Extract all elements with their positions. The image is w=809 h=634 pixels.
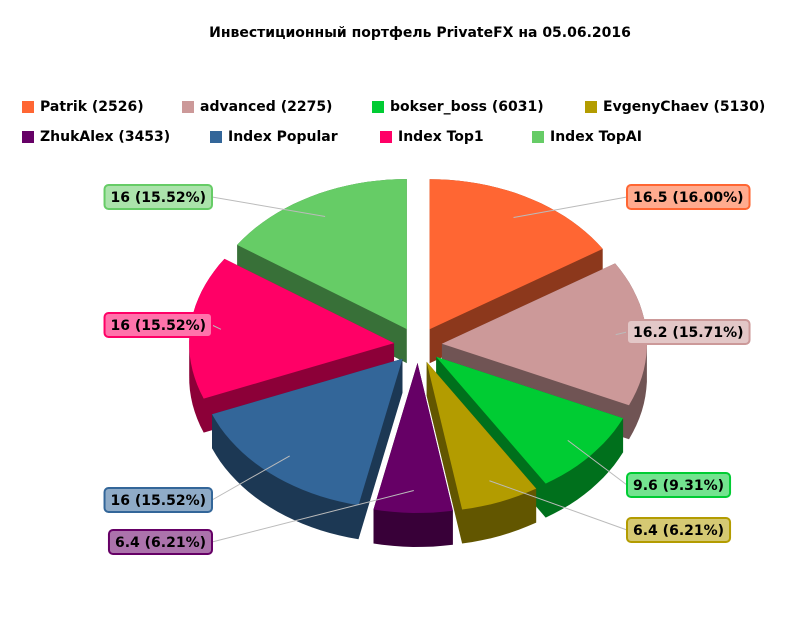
value-label: 16.5 (16.00%) [633, 190, 744, 206]
slice [426, 361, 537, 510]
value-label-box [626, 184, 751, 210]
legend-label: bokser_boss (6031) [390, 99, 544, 115]
slice [436, 356, 624, 484]
legend-swatch [22, 131, 34, 143]
leader-line [211, 196, 326, 217]
value-label: 16 (15.52%) [111, 318, 206, 334]
legend-swatch [532, 131, 544, 143]
leader-line [211, 324, 222, 330]
value-label-group: 16 (15.52%) [103, 487, 213, 513]
leader-line [567, 439, 628, 486]
value-label: 16.2 (15.71%) [633, 325, 744, 341]
value-label: 16 (15.52%) [111, 190, 206, 206]
leader-line [489, 480, 628, 531]
legend-label: ZhukAlex (3453) [40, 129, 170, 145]
value-label: 9.6 (9.31%) [633, 478, 724, 494]
legend-label: Patrik (2526) [40, 99, 144, 115]
value-label-group: 16.5 (16.00%) [626, 184, 751, 210]
leader-line [211, 455, 290, 501]
legend-label: Index Popular [228, 129, 338, 145]
value-label-group: 16 (15.52%) [103, 184, 213, 210]
legend-label: advanced (2275) [200, 99, 332, 115]
legend-swatch [585, 101, 597, 113]
slice [237, 179, 407, 330]
legend-label: Index Top1 [398, 129, 484, 145]
value-label: 6.4 (6.21%) [633, 523, 724, 539]
value-label: 16 (15.52%) [111, 493, 206, 509]
value-label-box [103, 184, 213, 210]
slice [373, 363, 453, 513]
chart-title: Инвестиционный портфель PrivateFX на 05.… [209, 25, 631, 41]
value-label: 6.4 (6.21%) [115, 535, 206, 551]
value-label-group: 9.6 (9.31%) [626, 472, 732, 498]
slice [429, 179, 603, 330]
legend-swatch [210, 131, 222, 143]
legend-swatch [380, 131, 392, 143]
leader-line [211, 489, 414, 543]
legend-swatch [182, 101, 194, 113]
value-label-box [626, 517, 732, 543]
legend-swatch [372, 101, 384, 113]
value-label-box [626, 472, 732, 498]
slice [189, 258, 395, 399]
value-label-group: 16.2 (15.71%) [626, 319, 751, 345]
value-label-box [103, 312, 213, 338]
value-label-box [107, 529, 213, 555]
leader-line [615, 331, 628, 336]
leader-line [513, 196, 628, 218]
slice [441, 263, 647, 406]
legend-label: Index TopAI [550, 129, 642, 145]
value-label-group: 6.4 (6.21%) [107, 529, 213, 555]
slice [212, 358, 403, 506]
value-label-box [626, 319, 751, 345]
legend-label: EvgenyChaev (5130) [603, 99, 765, 115]
value-label-group: 16 (15.52%) [103, 312, 213, 338]
legend-swatch [22, 101, 34, 113]
value-label-box [103, 487, 213, 513]
value-label-group: 6.4 (6.21%) [626, 517, 732, 543]
